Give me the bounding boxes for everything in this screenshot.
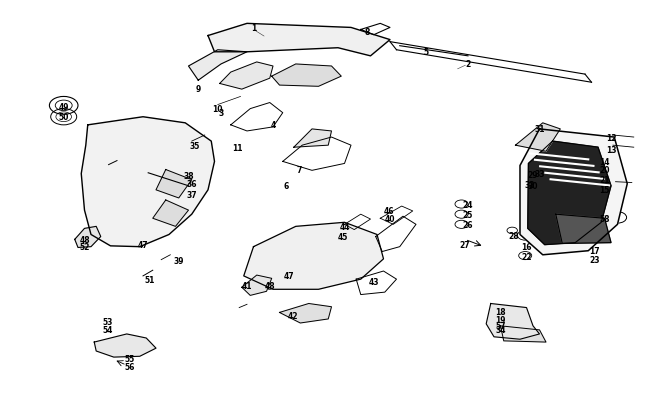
Text: 23: 23 (590, 256, 600, 264)
Text: 24: 24 (463, 200, 473, 209)
Text: 36: 36 (187, 180, 197, 189)
Text: 44: 44 (339, 222, 350, 231)
Text: 47: 47 (284, 271, 294, 280)
Polygon shape (280, 304, 332, 323)
Polygon shape (244, 223, 384, 290)
Polygon shape (208, 24, 390, 57)
Text: 57: 57 (495, 321, 506, 330)
Text: 49: 49 (58, 103, 69, 112)
Polygon shape (188, 51, 247, 81)
Text: 38: 38 (183, 172, 194, 181)
Text: 12: 12 (606, 133, 616, 142)
Text: 16: 16 (521, 243, 532, 252)
Text: 56: 56 (125, 362, 135, 371)
Polygon shape (486, 304, 540, 339)
Text: 11: 11 (232, 143, 242, 152)
Polygon shape (94, 334, 156, 357)
Text: 9: 9 (196, 85, 201, 94)
Polygon shape (220, 63, 273, 90)
Text: 4: 4 (270, 121, 276, 130)
Text: 19: 19 (495, 315, 506, 324)
Polygon shape (242, 275, 272, 296)
Text: 8: 8 (365, 28, 370, 37)
Circle shape (525, 180, 535, 186)
Text: 10: 10 (213, 105, 223, 114)
Polygon shape (520, 130, 627, 255)
Text: 22: 22 (521, 253, 532, 262)
Text: 1: 1 (251, 24, 256, 33)
Polygon shape (153, 200, 188, 227)
Polygon shape (556, 215, 611, 244)
Text: 46: 46 (384, 206, 394, 215)
Text: 5: 5 (423, 48, 428, 57)
Text: 28: 28 (508, 231, 519, 240)
Text: 25: 25 (463, 210, 473, 219)
Polygon shape (156, 170, 192, 198)
Text: 52: 52 (79, 243, 90, 252)
Polygon shape (528, 142, 611, 245)
Text: 47: 47 (138, 241, 148, 249)
Polygon shape (75, 227, 101, 248)
Text: 48: 48 (79, 235, 90, 244)
Text: 31: 31 (534, 125, 545, 134)
Polygon shape (81, 117, 214, 247)
Text: 7: 7 (296, 166, 302, 175)
Text: 14: 14 (599, 158, 610, 166)
Text: 39: 39 (174, 257, 184, 266)
Text: 54: 54 (102, 326, 112, 335)
Polygon shape (515, 124, 560, 152)
Text: 15: 15 (599, 186, 610, 195)
Polygon shape (272, 65, 341, 87)
Text: 32: 32 (525, 181, 535, 190)
Text: 3: 3 (218, 109, 224, 118)
Circle shape (533, 170, 543, 177)
Text: 48: 48 (265, 281, 275, 290)
Text: 21: 21 (599, 176, 610, 185)
Polygon shape (294, 130, 332, 148)
Text: 53: 53 (102, 318, 112, 326)
Text: 20: 20 (599, 166, 610, 175)
Text: 55: 55 (125, 354, 135, 363)
Text: 2: 2 (465, 60, 471, 69)
Text: 40: 40 (385, 214, 395, 223)
Text: 30: 30 (528, 182, 538, 191)
Text: 51: 51 (144, 275, 155, 284)
Text: 35: 35 (190, 141, 200, 150)
Text: 41: 41 (242, 281, 252, 290)
Text: 37: 37 (187, 191, 197, 200)
Text: 58: 58 (599, 214, 610, 223)
Text: 27: 27 (460, 241, 470, 249)
Text: 17: 17 (590, 247, 600, 256)
Text: 43: 43 (369, 277, 379, 286)
Polygon shape (500, 326, 546, 342)
Text: 33: 33 (534, 170, 545, 179)
Text: 34: 34 (495, 326, 506, 335)
Text: 6: 6 (283, 182, 289, 191)
Text: 45: 45 (338, 232, 348, 241)
Text: 50: 50 (58, 113, 69, 122)
Text: 26: 26 (463, 220, 473, 229)
Text: 13: 13 (606, 145, 616, 154)
Text: 18: 18 (495, 307, 506, 316)
Text: 29: 29 (528, 171, 538, 179)
Text: 42: 42 (287, 311, 298, 320)
